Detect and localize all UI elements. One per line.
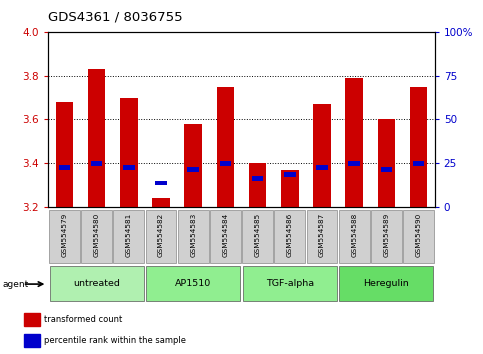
Bar — [348, 161, 360, 166]
Bar — [216, 87, 234, 207]
Bar — [49, 210, 80, 263]
Bar — [403, 210, 434, 263]
Text: GSM554582: GSM554582 — [158, 213, 164, 257]
Text: GSM554590: GSM554590 — [415, 213, 422, 257]
Bar — [274, 210, 305, 263]
Text: percentile rank within the sample: percentile rank within the sample — [44, 336, 186, 345]
Text: Heregulin: Heregulin — [364, 279, 409, 288]
Bar — [81, 210, 112, 263]
Bar — [242, 210, 273, 263]
Bar — [155, 181, 167, 185]
Bar — [91, 161, 102, 166]
Bar — [243, 266, 337, 301]
Bar — [210, 210, 241, 263]
Bar — [146, 266, 240, 301]
Bar — [56, 102, 73, 207]
Bar — [284, 172, 296, 177]
Bar — [381, 167, 392, 172]
Bar — [220, 161, 231, 166]
Bar — [178, 210, 209, 263]
Bar — [410, 87, 427, 207]
Text: GSM554581: GSM554581 — [126, 213, 132, 257]
Bar — [123, 165, 135, 170]
Text: GSM554589: GSM554589 — [384, 213, 389, 257]
Text: GDS4361 / 8036755: GDS4361 / 8036755 — [48, 10, 183, 23]
Text: GSM554580: GSM554580 — [94, 213, 99, 257]
Text: agent: agent — [2, 280, 28, 289]
Text: GSM554588: GSM554588 — [351, 213, 357, 257]
Text: transformed count: transformed count — [44, 315, 123, 324]
Bar — [24, 334, 40, 348]
Bar — [340, 266, 433, 301]
Text: untreated: untreated — [73, 279, 120, 288]
Bar — [281, 170, 298, 207]
Bar — [313, 104, 331, 207]
Bar — [50, 266, 143, 301]
Bar — [120, 98, 138, 207]
Bar — [345, 78, 363, 207]
Text: AP1510: AP1510 — [175, 279, 212, 288]
Bar — [339, 210, 369, 263]
Bar — [316, 165, 328, 170]
Bar — [378, 120, 395, 207]
Text: GSM554584: GSM554584 — [222, 213, 228, 257]
Bar — [185, 124, 202, 207]
Bar — [88, 69, 105, 207]
Bar — [187, 167, 199, 172]
Bar — [152, 198, 170, 207]
Bar — [371, 210, 402, 263]
Bar — [145, 210, 176, 263]
Bar — [24, 313, 40, 326]
Text: GSM554585: GSM554585 — [255, 213, 261, 257]
Text: GSM554583: GSM554583 — [190, 213, 196, 257]
Bar — [252, 176, 263, 181]
Text: GSM554586: GSM554586 — [287, 213, 293, 257]
Bar — [413, 161, 425, 166]
Bar — [307, 210, 338, 263]
Text: GSM554587: GSM554587 — [319, 213, 325, 257]
Bar — [114, 210, 144, 263]
Bar — [249, 163, 267, 207]
Bar — [58, 165, 70, 170]
Text: TGF-alpha: TGF-alpha — [266, 279, 314, 288]
Text: GSM554579: GSM554579 — [61, 213, 68, 257]
